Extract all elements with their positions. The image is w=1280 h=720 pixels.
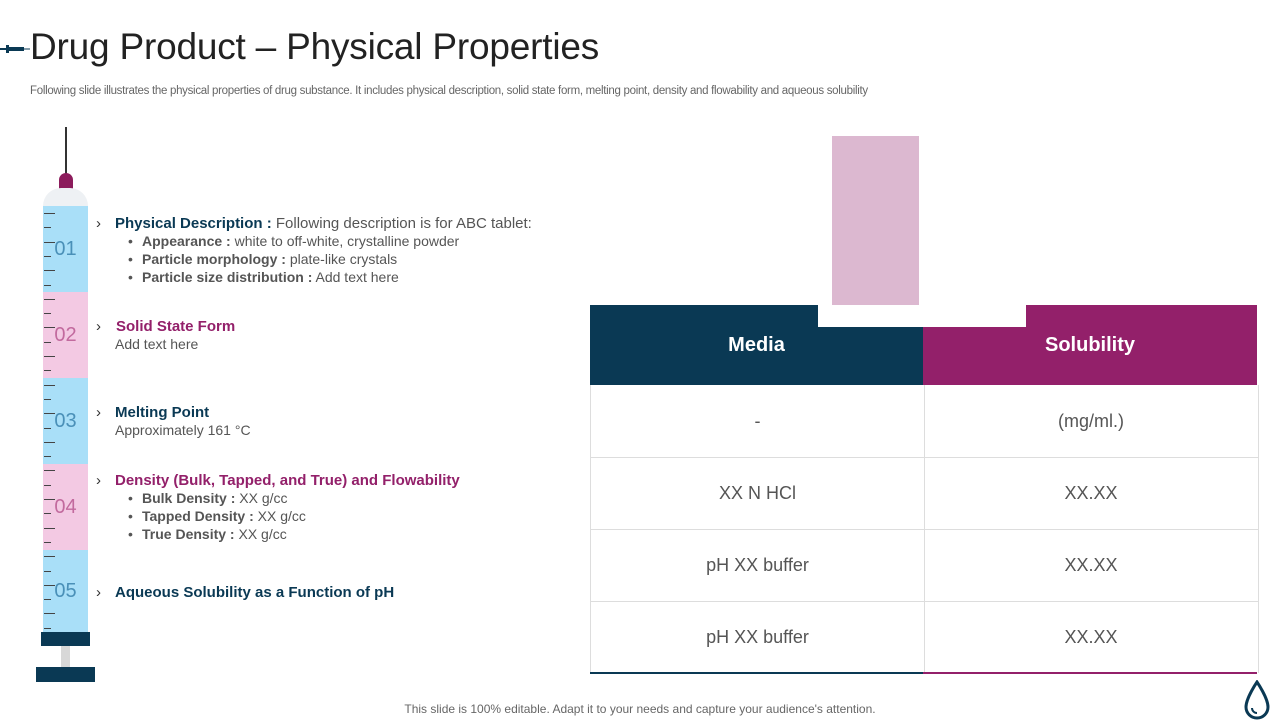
syringe-tick xyxy=(44,613,55,614)
syringe-tick xyxy=(44,585,55,586)
syringe-segment-02: 02 xyxy=(43,292,88,378)
syringe-tick xyxy=(44,556,55,557)
barrel-top xyxy=(43,188,88,206)
syringe-tick xyxy=(44,285,51,286)
item-heading: Solid State Form xyxy=(116,318,236,335)
item-heading: Melting Point xyxy=(115,404,210,421)
syringe-tick xyxy=(44,356,55,357)
syringe-tick xyxy=(44,385,55,386)
table-cell-media: pH XX buffer xyxy=(591,529,925,601)
chevron-right-icon: › xyxy=(96,318,101,335)
page-subtitle: Following slide illustrates the physical… xyxy=(30,85,868,97)
bullet-tapped-density: • Tapped Density : XX g/cc xyxy=(128,508,306,524)
syringe-tick xyxy=(44,499,55,500)
plunger-rod xyxy=(61,646,70,667)
item-heading: Physical Description : xyxy=(115,215,272,232)
item-description: Following description is for ABC tablet: xyxy=(275,215,532,232)
bullet-appearance: • Appearance : white to off-white, crysta… xyxy=(128,233,460,249)
syringe-tick xyxy=(44,399,51,400)
syringe-tick xyxy=(44,456,51,457)
syringe-tick xyxy=(44,542,51,543)
table-bottom-border-blue xyxy=(590,672,923,674)
page-title: Drug Product – Physical Properties xyxy=(30,26,600,67)
table-cell-solubility: (mg/ml.) xyxy=(1058,410,1124,431)
syringe-tick xyxy=(44,213,55,214)
table-cell-solubility: XX.XX xyxy=(1064,482,1118,503)
syringe-tick xyxy=(44,628,51,629)
syringe-tick xyxy=(44,470,55,471)
bullet-bulk-density: • Bulk Density : XX g/cc xyxy=(128,490,288,506)
syringe-tick xyxy=(44,528,55,529)
item-heading: Density (Bulk, Tapped, and True) and Flo… xyxy=(115,472,460,489)
table-row: pH XX buffer XX.XX xyxy=(591,529,1258,602)
solubility-table: - (mg/ml.) XX N HCl XX.XX pH XX buffer X… xyxy=(590,385,1259,673)
syringe-tick xyxy=(44,327,55,328)
table-cell-media: XX N HCl xyxy=(591,457,925,529)
chevron-right-icon: › xyxy=(96,472,101,489)
table-cell-media: pH XX buffer xyxy=(591,601,925,673)
syringe-segment-03: 03 xyxy=(43,378,88,464)
header-notch xyxy=(818,305,1026,327)
plunger-base xyxy=(36,667,95,682)
decorative-block xyxy=(832,136,919,316)
footer-note: This slide is 100% editable. Adapt it to… xyxy=(404,702,876,716)
chevron-right-icon: › xyxy=(96,404,101,421)
syringe-segment-01: 01 xyxy=(43,206,88,292)
needle xyxy=(65,127,67,177)
syringe-tick xyxy=(44,428,51,429)
bullet-true-density: • True Density : XX g/cc xyxy=(128,526,287,542)
syringe-tick xyxy=(44,227,51,228)
syringe-tick xyxy=(44,513,51,514)
plunger-head xyxy=(41,632,90,646)
needle-hub xyxy=(59,173,73,189)
item-heading: Aqueous Solubility as a Function of pH xyxy=(115,584,395,601)
syringe-tick xyxy=(44,270,55,271)
syringe-tick xyxy=(44,442,55,443)
syringe-icon xyxy=(0,45,30,53)
syringe-tick xyxy=(44,342,51,343)
syringe-segment-04: 04 xyxy=(43,464,88,550)
table-row: - (mg/ml.) xyxy=(591,385,1258,458)
table-cell-solubility: XX.XX xyxy=(1064,554,1118,575)
table-cell-solubility: XX.XX xyxy=(1064,626,1118,647)
syringe-segment-05: 05 xyxy=(43,550,88,632)
syringe-tick xyxy=(44,485,51,486)
syringe-tick xyxy=(44,299,55,300)
chevron-right-icon: › xyxy=(96,215,101,232)
drop-icon xyxy=(1244,680,1270,720)
bullet-particle-morphology: • Particle morphology : plate-like crysta… xyxy=(128,251,398,267)
item-description: Add text here xyxy=(115,336,199,352)
syringe-tick xyxy=(44,313,51,314)
syringe-tick xyxy=(44,242,55,243)
syringe-tick xyxy=(44,571,51,572)
syringe-tick xyxy=(44,599,51,600)
table-row: pH XX buffer XX.XX xyxy=(591,601,1258,673)
item-description: Approximately 161 °C xyxy=(115,422,251,438)
chevron-right-icon: › xyxy=(96,584,101,601)
bullet-particle-size: • Particle size distribution : Add text h… xyxy=(128,269,399,285)
syringe-tick xyxy=(44,370,51,371)
syringe-tick xyxy=(44,256,51,257)
syringe-tick xyxy=(44,413,55,414)
table-row: XX N HCl XX.XX xyxy=(591,457,1258,530)
table-cell-media: - xyxy=(591,385,925,457)
table-bottom-border-pink xyxy=(923,672,1257,674)
